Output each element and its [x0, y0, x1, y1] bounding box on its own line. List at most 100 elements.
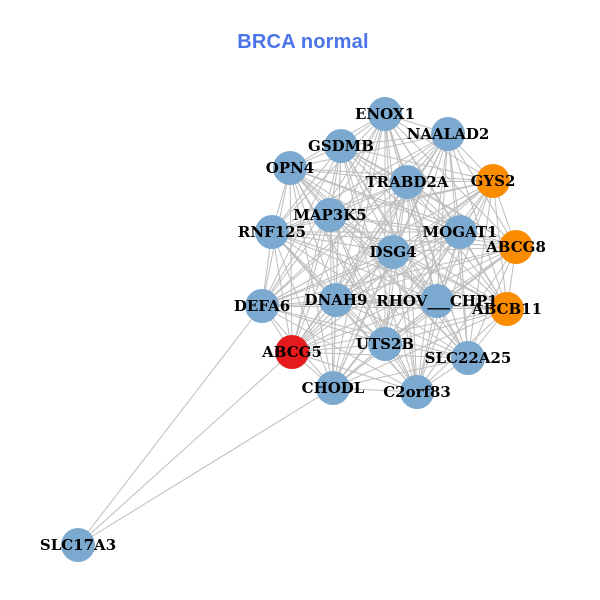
node-C2orf83 — [400, 375, 434, 409]
node-TRABD2A — [390, 165, 424, 199]
edge-MAP3K5-C2orf83 — [329, 214, 418, 393]
edge-GSDMB-GYS2 — [340, 145, 494, 182]
node-label-OPN4: OPN4 — [266, 159, 315, 177]
edge-MOGAT1-UTS2B — [384, 231, 461, 345]
edge-OPN4-DNAH9 — [289, 167, 337, 301]
node-label-ABCB11: ABCB11 — [471, 300, 542, 318]
edge-ABCG8-ABCG5 — [291, 246, 517, 353]
edge-DSG4-C2orf83 — [392, 251, 418, 393]
edge-ABCG8-CHODL — [332, 246, 517, 389]
edge-GYS2-CHODL — [332, 180, 494, 389]
edge-GYS2-RNF125 — [271, 180, 494, 233]
edge-GYS2-DEFA6 — [261, 180, 494, 307]
edge-OPN4-SLC22A25 — [289, 167, 469, 359]
edge-ABCG8-DNAH9 — [335, 246, 517, 301]
node-NAALAD2 — [431, 117, 465, 151]
edge-ABCG5-C2orf83 — [291, 351, 418, 393]
node-RNF125 — [255, 215, 289, 249]
node-ABCB11 — [490, 292, 524, 326]
edge-TRABD2A-ABCG8 — [406, 181, 517, 248]
edge-TRABD2A-C2orf83 — [406, 181, 418, 393]
edge-TRABD2A-ABCG5 — [291, 181, 408, 353]
node-label-RHOV___CHP1: RHOV___CHP1 — [376, 292, 497, 310]
node-RHOV___CHP1 — [420, 284, 454, 318]
edge-MOGAT1-ABCG5 — [291, 231, 461, 353]
edge-SLC22A25-CHODL — [332, 357, 469, 389]
edge-MAP3K5-ABCG5 — [291, 214, 331, 353]
node-DNAH9 — [319, 283, 353, 317]
node-DEFA6 — [245, 289, 279, 323]
node-label-RNF125: RNF125 — [238, 223, 306, 241]
node-label-GYS2: GYS2 — [471, 172, 516, 190]
node-label-DNAH9: DNAH9 — [305, 291, 368, 309]
edge-ENOX1-ABCG8 — [384, 113, 517, 248]
edge-ENOX1-DSG4 — [384, 113, 394, 253]
node-label-ABCG8: ABCG8 — [485, 238, 546, 256]
edge-NAALAD2-GSDMB — [340, 133, 449, 147]
edge-DNAH9-SLC22A25 — [335, 299, 469, 359]
edge-ABCG8-DSG4 — [392, 246, 517, 253]
edge-NAALAD2-RHOV___CHP1 — [436, 133, 449, 302]
node-MOGAT1 — [443, 215, 477, 249]
edge-GSDMB-C2orf83 — [340, 145, 418, 393]
edge-NAALAD2-RNF125 — [271, 133, 449, 233]
node-MAP3K5 — [313, 198, 347, 232]
node-label-SLC22A25: SLC22A25 — [425, 349, 512, 367]
node-label-C2orf83: C2orf83 — [383, 383, 451, 401]
edge-RNF125-RHOV___CHP1 — [271, 231, 438, 302]
node-label-UTS2B: UTS2B — [356, 335, 414, 353]
edge-MOGAT1-SLC22A25 — [459, 231, 469, 359]
node-label-CHODL: CHODL — [302, 379, 365, 397]
node-label-TRABD2A: TRABD2A — [365, 173, 448, 191]
node-label-NAALAD2: NAALAD2 — [407, 125, 490, 143]
node-CHODL — [316, 371, 350, 405]
edge-OPN4-ABCG5 — [289, 167, 293, 353]
edge-GSDMB-RNF125 — [271, 145, 342, 233]
edge-DSG4-ABCB11 — [392, 251, 508, 310]
node-ENOX1 — [368, 97, 402, 131]
node-label-MAP3K5: MAP3K5 — [293, 206, 366, 224]
edge-TRABD2A-DEFA6 — [261, 181, 408, 307]
node-ABCG8 — [499, 230, 533, 264]
node-label-ABCG5: ABCG5 — [261, 343, 322, 361]
nodes-layer — [61, 97, 533, 562]
edge-GYS2-SLC22A25 — [467, 180, 494, 359]
edge-MOGAT1-DEFA6 — [261, 231, 461, 307]
node-label-SLC17A3: SLC17A3 — [40, 536, 116, 554]
node-OPN4 — [273, 151, 307, 185]
node-label-MOGAT1: MOGAT1 — [423, 223, 498, 241]
node-label-ENOX1: ENOX1 — [355, 105, 415, 123]
edge-SLC17A3-DEFA6 — [77, 305, 263, 546]
node-label-GSDMB: GSDMB — [308, 137, 374, 155]
node-SLC17A3 — [61, 528, 95, 562]
edge-MAP3K5-MOGAT1 — [329, 214, 461, 233]
node-label-DSG4: DSG4 — [369, 243, 416, 261]
edge-NAALAD2-ABCB11 — [447, 133, 508, 310]
node-GYS2 — [476, 164, 510, 198]
edge-DSG4-CHODL — [332, 251, 394, 389]
edge-MAP3K5-DEFA6 — [261, 214, 331, 307]
edge-RNF125-DSG4 — [271, 231, 394, 253]
edge-NAALAD2-OPN4 — [289, 133, 449, 169]
edge-SLC17A3-ABCG5 — [77, 351, 293, 546]
edge-NAALAD2-DEFA6 — [261, 133, 449, 307]
edge-DSG4-DEFA6 — [261, 251, 394, 307]
labels-layer: ENOX1 NAALAD2 GSDMB OPN4 TRABD2A GYS2 MAP3K5RN… — [40, 105, 546, 554]
edge-MAP3K5-ABCG8 — [329, 214, 517, 248]
node-GSDMB — [324, 129, 358, 163]
node-UTS2B — [368, 327, 402, 361]
edge-DEFA6-ABCB11 — [261, 305, 508, 310]
node-SLC22A25 — [451, 341, 485, 375]
edge-ABCG8-DEFA6 — [261, 246, 517, 307]
edge-RNF125-ABCG5 — [271, 231, 293, 353]
edge-OPN4-TRABD2A — [289, 167, 408, 183]
node-label-DEFA6: DEFA6 — [234, 297, 290, 315]
node-DSG4 — [376, 235, 410, 269]
edge-OPN4-ABCG8 — [289, 167, 517, 248]
edge-DEFA6-SLC22A25 — [261, 305, 469, 359]
edge-SLC17A3-CHODL — [77, 387, 334, 546]
edge-ABCB11-UTS2B — [384, 308, 508, 345]
edge-OPN4-MOGAT1 — [289, 167, 461, 233]
